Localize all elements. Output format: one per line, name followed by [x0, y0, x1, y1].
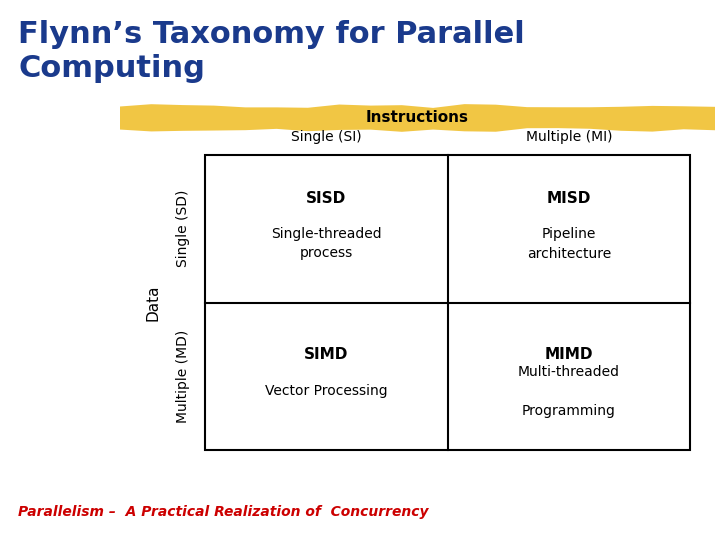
Text: SISD: SISD	[306, 191, 346, 206]
Text: Pipeline
architecture: Pipeline architecture	[526, 227, 611, 260]
Bar	[205, 155, 690, 450]
Text: SIMD: SIMD	[304, 347, 348, 362]
Text: Multiple (MI): Multiple (MI)	[526, 130, 612, 144]
Text: Single-threaded
process: Single-threaded process	[271, 227, 382, 260]
Text: Flynn’s Taxonomy for Parallel
Computing: Flynn’s Taxonomy for Parallel Computing	[18, 20, 525, 83]
Text: MIMD: MIMD	[544, 347, 593, 362]
Text: MISD: MISD	[546, 191, 591, 206]
Polygon shape	[120, 104, 715, 132]
Text: Data: Data	[145, 284, 161, 321]
Text: Instructions: Instructions	[366, 111, 469, 125]
Text: Multi-threaded

Programming: Multi-threaded Programming	[518, 364, 620, 418]
Text: Single (SI): Single (SI)	[291, 130, 361, 144]
Text: Single (SD): Single (SD)	[176, 190, 190, 267]
Text: Multiple (MD): Multiple (MD)	[176, 329, 190, 423]
Text: Vector Processing: Vector Processing	[265, 384, 387, 399]
Text: Parallelism –  A Practical Realization of  Concurrency: Parallelism – A Practical Realization of…	[18, 505, 428, 519]
